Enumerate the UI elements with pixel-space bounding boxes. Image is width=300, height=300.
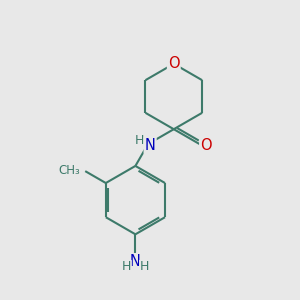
Text: N: N [145, 138, 156, 153]
Text: H: H [135, 134, 144, 147]
Text: O: O [168, 56, 180, 71]
Text: H: H [140, 260, 149, 274]
Text: N: N [130, 254, 141, 269]
Text: O: O [200, 138, 212, 153]
Text: CH₃: CH₃ [58, 164, 80, 177]
Text: H: H [122, 260, 131, 274]
